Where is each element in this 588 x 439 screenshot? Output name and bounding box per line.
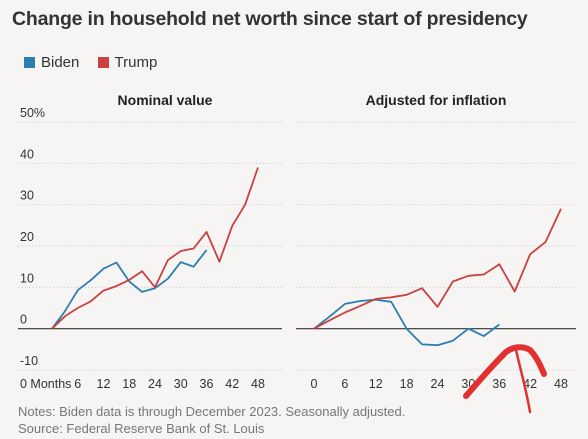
legend-label-biden: Biden <box>41 54 80 71</box>
x-tick-label: 12 <box>97 377 111 391</box>
x-tick-label: 48 <box>554 377 568 391</box>
legend-swatch-biden <box>24 57 35 68</box>
y-tick-label: 0 <box>20 313 27 327</box>
x-tick-label: 42 <box>523 377 537 391</box>
y-tick-label: 30 <box>20 189 34 203</box>
annotation-scribble <box>463 344 547 399</box>
legend-label-trump: Trump <box>114 54 158 71</box>
y-tick-label: 40 <box>20 147 34 161</box>
x-tick-label: 24 <box>431 377 445 391</box>
panel-title-0: Nominal value <box>118 92 213 108</box>
x-tick-label: 36 <box>200 377 214 391</box>
y-tick-label: 50% <box>20 106 45 120</box>
annotation-scribble-tail <box>514 348 532 414</box>
x-tick-label: 42 <box>225 377 239 391</box>
legend-item-biden: Biden <box>24 54 79 71</box>
source-text: Source: Federal Reserve Bank of St. Loui… <box>18 421 265 436</box>
series-line-trump <box>313 208 562 330</box>
x-tick-label: 12 <box>369 377 383 391</box>
notes-block: Notes: Biden data is through December 20… <box>18 403 405 437</box>
legend-swatch-trump <box>97 57 109 68</box>
x-tick-label: 30 <box>174 377 188 391</box>
series-line-biden <box>313 298 500 347</box>
x-tick-label: 0 <box>311 377 318 391</box>
legend: Biden Trump <box>24 54 171 72</box>
x-tick-label: 48 <box>251 377 265 391</box>
chart-title: Change in household net worth since star… <box>12 8 528 30</box>
panel-title-1: Adjusted for inflation <box>366 92 507 108</box>
y-tick-label: 20 <box>20 230 34 244</box>
series-line-biden <box>51 249 208 330</box>
x-tick-label: 0 Months <box>20 377 71 391</box>
x-tick-label: 6 <box>341 377 348 391</box>
x-tick-label: 36 <box>492 377 506 391</box>
x-tick-label: 24 <box>148 377 162 391</box>
notes-text: Notes: Biden data is through December 20… <box>18 404 406 419</box>
legend-item-trump: Trump <box>97 54 158 71</box>
x-tick-label: 6 <box>74 377 81 391</box>
x-tick-label: 18 <box>400 377 414 391</box>
series-line-trump <box>51 167 259 330</box>
x-tick-label: 18 <box>122 377 136 391</box>
y-tick-label: 10 <box>20 271 34 285</box>
y-tick-label: -10 <box>20 354 38 368</box>
